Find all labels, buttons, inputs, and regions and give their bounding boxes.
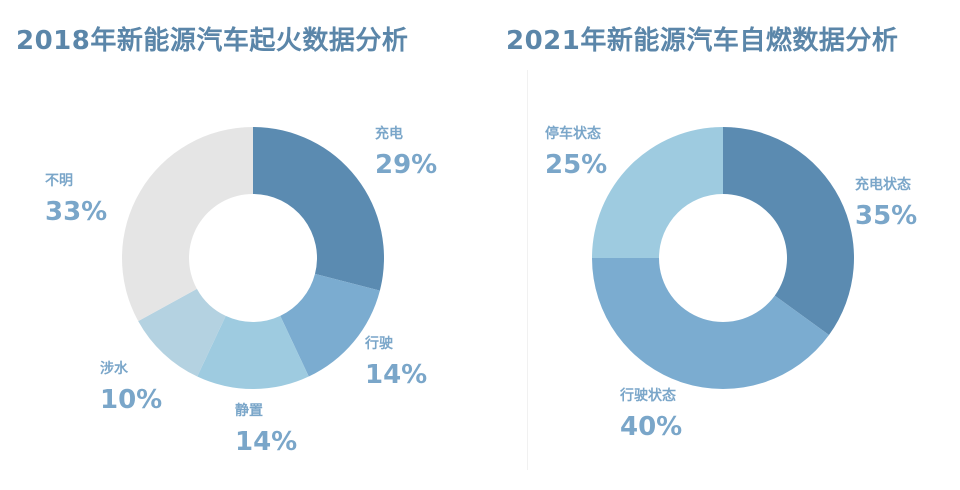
slice-percent-label-1-0: 35% [855, 201, 917, 231]
chart-panel-2021: 2021年新能源汽车自燃数据分析 充电状态 35% 行驶状态 40% 停车状态 25% [480, 0, 960, 490]
slice-percent-label-0-2: 14% [235, 427, 297, 457]
chart-title-2018: 2018年新能源汽车起火数据分析 [16, 26, 409, 56]
slice-name-label-1-2: 停车状态 [545, 125, 601, 142]
slice-percent-label-1-2: 25% [545, 150, 607, 180]
slice-name-label-0-4: 不明 [45, 173, 73, 189]
donut-chart-2018: 充电 29% 行驶 14% 静置 14% 涉水 10% 不明 33% [45, 125, 437, 457]
chart-title-2021: 2021年新能源汽车自燃数据分析 [506, 26, 899, 56]
panel-divider [527, 70, 528, 470]
slice-percent-label-0-0: 29% [375, 150, 437, 180]
slice-percent-label-0-3: 10% [100, 385, 162, 415]
slice-percent-label-0-4: 33% [45, 197, 107, 227]
donut-slice-0-3 [138, 288, 226, 377]
donut-slice-0-2 [197, 315, 309, 389]
slice-name-label-0-0: 充电 [375, 125, 403, 142]
slice-percent-label-0-1: 14% [365, 360, 427, 390]
donut-slice-0-4 [122, 127, 254, 322]
slice-name-label-0-3: 涉水 [100, 360, 129, 377]
donut-chart-2021: 充电状态 35% 行驶状态 40% 停车状态 25% [545, 125, 917, 442]
donut-slice-1-0 [723, 127, 854, 335]
slice-percent-label-1-1: 40% [620, 412, 682, 442]
slice-name-label-0-2: 静置 [235, 402, 263, 419]
donut-slice-1-2 [592, 127, 723, 258]
slice-name-label-1-1: 行驶状态 [619, 387, 676, 404]
donut-slice-0-0 [253, 127, 384, 291]
donut-slice-1-1 [592, 258, 829, 390]
slice-name-label-0-1: 行驶 [364, 335, 393, 352]
chart-panel-2018: 2018年新能源汽车起火数据分析 充电 29% 行驶 14% 静置 14% 涉水 10% 不明 3… [16, 26, 437, 457]
donut-slice-0-1 [280, 273, 380, 377]
slice-name-label-1-0: 充电状态 [855, 176, 911, 193]
